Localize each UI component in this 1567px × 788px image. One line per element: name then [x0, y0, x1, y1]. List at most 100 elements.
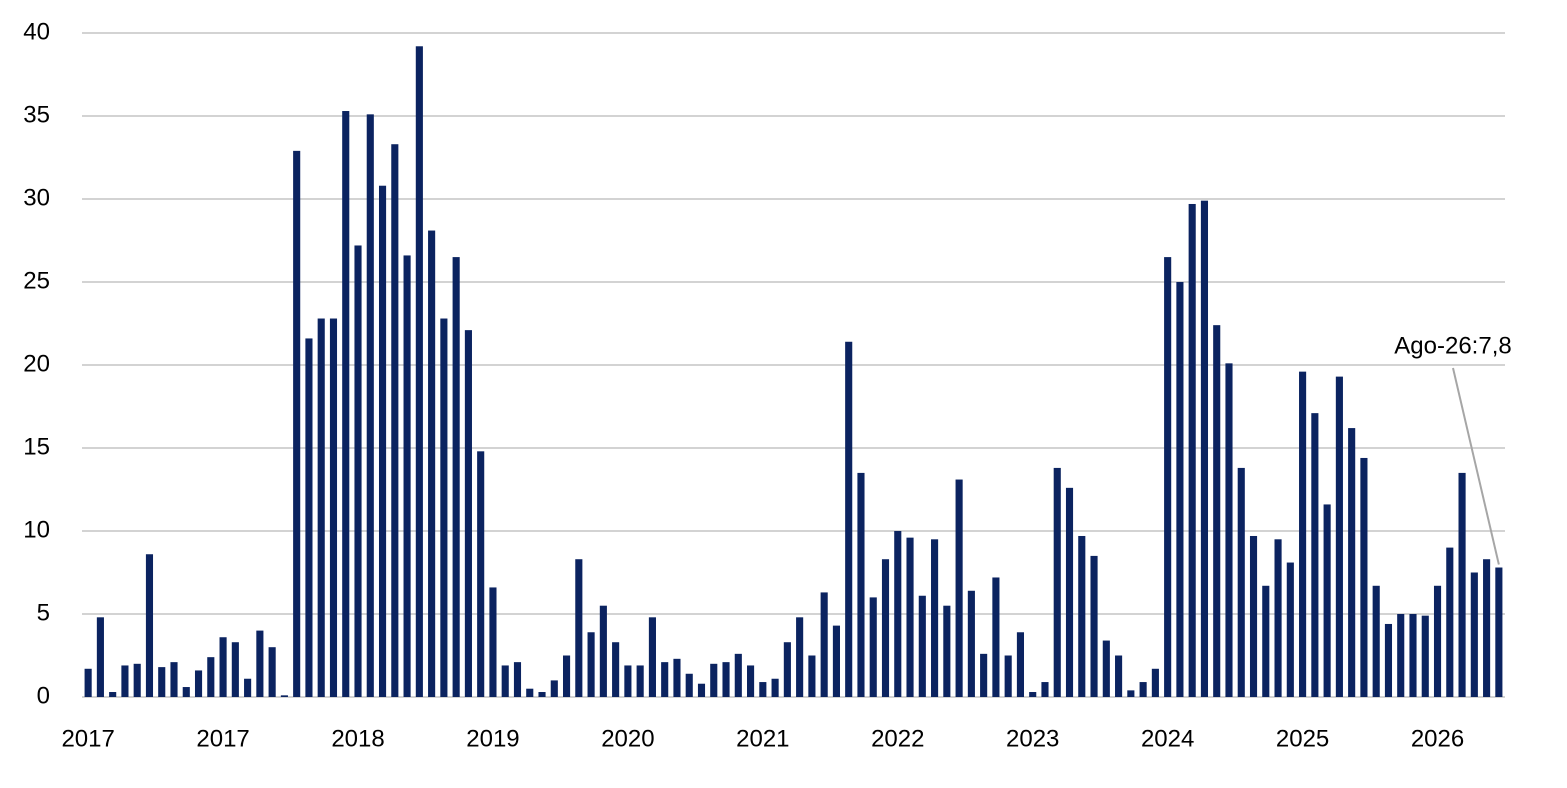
x-tick-label: 2020: [601, 725, 654, 752]
bar: [1053, 467, 1061, 697]
bar: [513, 662, 522, 697]
bar: [943, 605, 951, 697]
bar: [1213, 325, 1221, 697]
bar: [1286, 562, 1294, 697]
bar: [329, 318, 338, 697]
bar: [1065, 487, 1074, 697]
bar: [820, 592, 828, 697]
bar: [722, 662, 730, 697]
bar: [133, 663, 141, 697]
bar: [182, 687, 190, 697]
bar: [575, 559, 583, 697]
bar: [845, 341, 853, 697]
bar: [440, 318, 448, 697]
y-tick-label: 10: [23, 516, 50, 543]
bar: [710, 663, 718, 697]
bar: [1262, 585, 1270, 697]
bar: [84, 668, 92, 697]
bar: [1115, 655, 1123, 697]
bar: [244, 678, 252, 697]
bar: [1348, 428, 1356, 697]
bar: [636, 665, 644, 697]
bar: [1139, 682, 1147, 697]
x-tick-label: 2017: [61, 725, 114, 752]
bar: [1360, 457, 1368, 697]
bar: [992, 577, 1000, 697]
bar: [1249, 535, 1258, 697]
bar: [1323, 504, 1331, 697]
bar: [783, 642, 791, 697]
annotation: Ago-26:7,8: [1394, 332, 1511, 359]
bar: [673, 658, 681, 697]
bar: [1446, 547, 1454, 697]
bar: [1151, 668, 1159, 697]
bar: [881, 559, 890, 697]
x-tick-label: 2021: [736, 725, 789, 752]
x-tick-label: 2023: [1006, 725, 1059, 752]
bar: [526, 688, 534, 697]
bar: [1225, 363, 1233, 697]
annotation-leader: [1452, 367, 1500, 565]
bar: [1004, 655, 1012, 697]
bar: [796, 617, 804, 697]
bar: [1237, 467, 1245, 697]
bar: [1335, 376, 1343, 697]
y-tick-label: 40: [23, 18, 50, 45]
bar: [354, 245, 362, 698]
bar: [759, 682, 767, 697]
bar: [1176, 282, 1184, 697]
y-tick-label: 15: [23, 433, 50, 460]
bar: [906, 537, 914, 697]
bar: [1102, 640, 1110, 697]
bar: [1200, 200, 1209, 697]
bar: [158, 667, 166, 697]
bar: [1311, 413, 1319, 697]
bar: [734, 653, 742, 697]
bar: [1397, 614, 1405, 697]
bar: [305, 338, 313, 697]
bar: [501, 665, 509, 697]
bar: [1409, 614, 1417, 697]
bar: [1421, 615, 1429, 697]
bar: [1041, 682, 1049, 697]
y-tick-label: 30: [23, 184, 50, 211]
bar: [1299, 371, 1307, 697]
bar: [1188, 203, 1196, 698]
y-tick-label: 25: [23, 267, 50, 294]
bar: [931, 539, 939, 697]
bar: [268, 647, 276, 697]
bar: [808, 655, 816, 697]
bar: [109, 692, 117, 697]
bar: [96, 617, 104, 697]
bar: [685, 673, 693, 697]
bar: [464, 330, 472, 697]
x-tick-label: 2019: [466, 725, 519, 752]
bar: [477, 451, 485, 697]
bar: [980, 653, 988, 697]
bar: [1078, 535, 1086, 697]
bar: [869, 597, 877, 697]
bar: [1274, 539, 1282, 697]
bar: [145, 554, 154, 697]
bar: [562, 655, 571, 697]
bar: [317, 318, 325, 697]
bar: [1433, 585, 1442, 697]
bar: [832, 625, 840, 697]
bar: [747, 665, 755, 697]
bar: [771, 678, 779, 697]
bar: [121, 665, 129, 697]
bar: [550, 680, 558, 697]
bar: [194, 670, 203, 697]
bar: [1495, 567, 1503, 697]
y-tick-label: 35: [23, 101, 50, 128]
bar: [1372, 585, 1380, 697]
bar: [1029, 692, 1037, 697]
y-tick-label: 20: [23, 350, 50, 377]
x-tick-label: 2018: [331, 725, 384, 752]
bar: [612, 642, 620, 697]
bar: [489, 587, 497, 697]
bar: [1458, 472, 1466, 697]
bar: [391, 144, 399, 698]
bar: [415, 46, 423, 697]
